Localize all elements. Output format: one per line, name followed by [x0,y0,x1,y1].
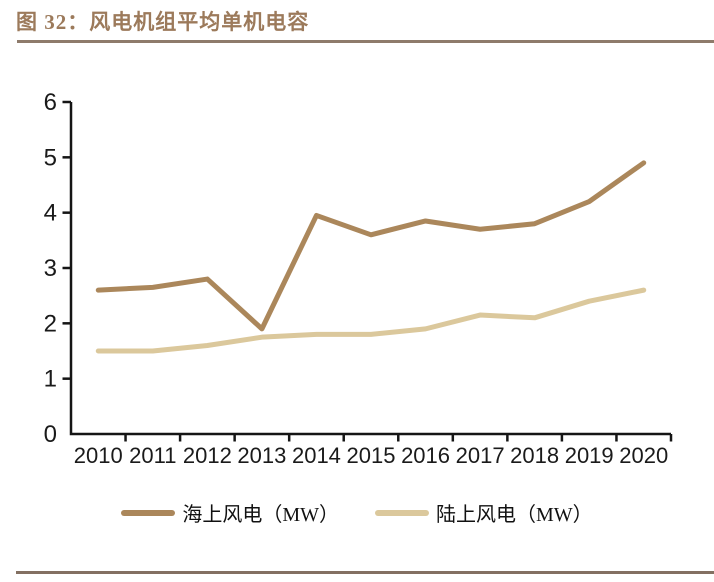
x-axis-label: 2010 [74,443,123,468]
y-axis-label: 2 [44,310,57,337]
axis-lines [69,102,671,436]
y-axis-label: 4 [44,200,57,227]
y-axis-label: 5 [44,144,57,171]
y-axis-label: 1 [44,366,57,393]
x-axis-label: 2014 [292,443,341,468]
y-axis: 0 1 2 3 4 5 6 [44,89,71,448]
x-axis-label: 2013 [237,443,286,468]
x-axis-label: 2015 [347,443,396,468]
y-axis-label: 3 [44,255,57,282]
line-chart: 0 1 2 3 4 5 6 2010 2011 2012 2013 2014 2015 2016 2017 2… [0,78,714,478]
footer-divider [16,571,714,574]
chart-legend: 海上风电（MW） 陆上风电（MW） [0,498,714,527]
x-axis-label: 2020 [619,443,668,468]
legend-swatch-onshore [375,509,429,516]
y-axis-label: 0 [44,421,57,448]
x-axis-label: 2018 [510,443,559,468]
figure-title: 图 32：风电机组平均单机电容 [16,10,310,34]
x-axis-label: 2011 [129,443,176,468]
legend-item-offshore: 海上风电（MW） [121,498,339,527]
legend-item-onshore: 陆上风电（MW） [375,498,593,527]
legend-label-onshore: 陆上风电（MW） [436,504,593,526]
x-axis-label: 2019 [565,443,614,468]
legend-label-offshore: 海上风电（MW） [182,504,339,526]
legend-swatch-offshore [121,509,176,516]
x-axis-label: 2017 [456,443,505,468]
x-axis-label: 2012 [183,443,232,468]
series-line-offshore [95,160,647,332]
x-axis: 2010 2011 2012 2013 2014 2015 2016 2017 2018 2019… [74,434,673,468]
y-axis-label: 6 [44,89,57,116]
title-divider [17,40,714,43]
series-line-onshore [95,287,647,354]
x-axis-label: 2016 [401,443,450,468]
